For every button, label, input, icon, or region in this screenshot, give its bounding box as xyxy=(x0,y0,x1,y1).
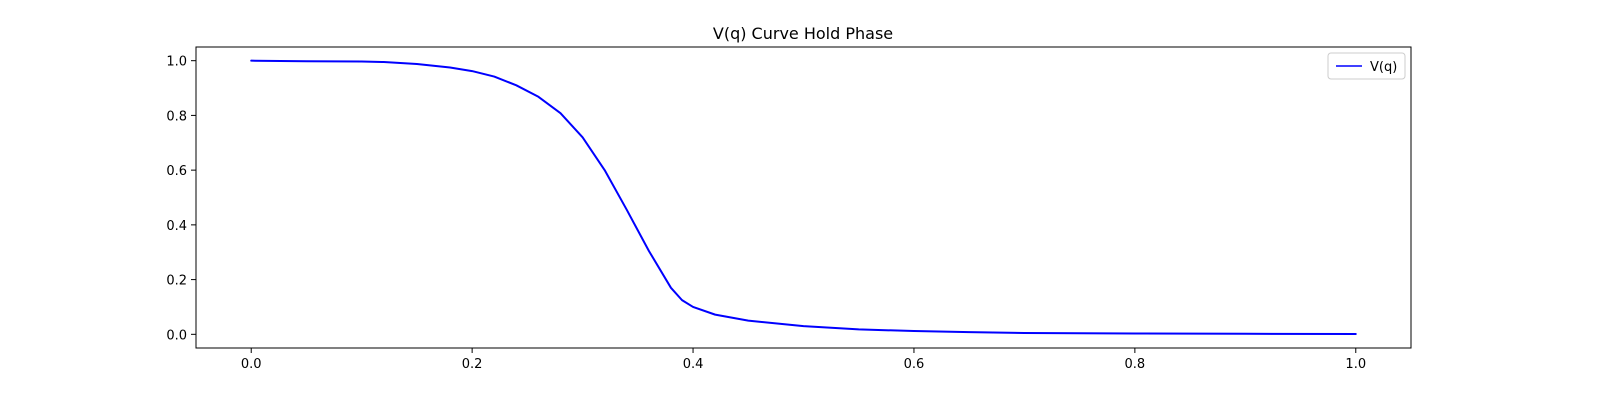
legend-label: V(q) xyxy=(1370,60,1397,75)
x-tick-label: 1.0 xyxy=(1345,357,1366,372)
series-line-vq xyxy=(250,59,1357,336)
x-tick-label: 0.8 xyxy=(1125,357,1146,372)
y-tick-label: 0.2 xyxy=(166,274,187,289)
x-tick-label: 0.0 xyxy=(241,357,262,372)
x-axis: 0.0 0.2 0.4 0.6 0.8 1.0 xyxy=(241,348,1366,372)
x-tick-label: 0.6 xyxy=(904,357,925,372)
chart-title: V(q) Curve Hold Phase xyxy=(713,24,893,43)
y-tick-label: 1.0 xyxy=(166,55,187,70)
y-tick-label: 0.0 xyxy=(166,328,187,343)
y-axis: 0.0 0.2 0.4 0.6 0.8 1.0 xyxy=(166,55,196,343)
y-tick-label: 0.4 xyxy=(166,219,187,234)
series-layer xyxy=(250,59,1357,336)
plot-area xyxy=(195,46,1412,349)
y-tick-label: 0.6 xyxy=(166,164,187,179)
x-tick-label: 0.2 xyxy=(462,357,483,372)
legend-box xyxy=(1327,52,1406,80)
x-tick-label: 0.4 xyxy=(683,357,704,372)
legend: V(q) xyxy=(1327,52,1406,80)
plot-frame xyxy=(195,46,1412,349)
y-tick-label: 0.8 xyxy=(166,109,187,124)
